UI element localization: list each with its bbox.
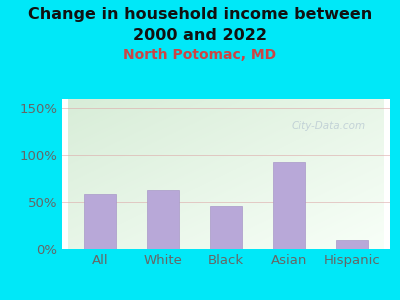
Bar [84, 194, 116, 249]
Text: Change in household income between: Change in household income between [28, 8, 372, 22]
Bar [147, 190, 179, 249]
Text: City-Data.com: City-Data.com [292, 121, 366, 131]
Text: North Potomac, MD: North Potomac, MD [124, 48, 276, 62]
Text: 2000 and 2022: 2000 and 2022 [133, 28, 267, 43]
Bar [210, 206, 242, 249]
Bar [273, 162, 305, 249]
Bar [336, 240, 368, 249]
